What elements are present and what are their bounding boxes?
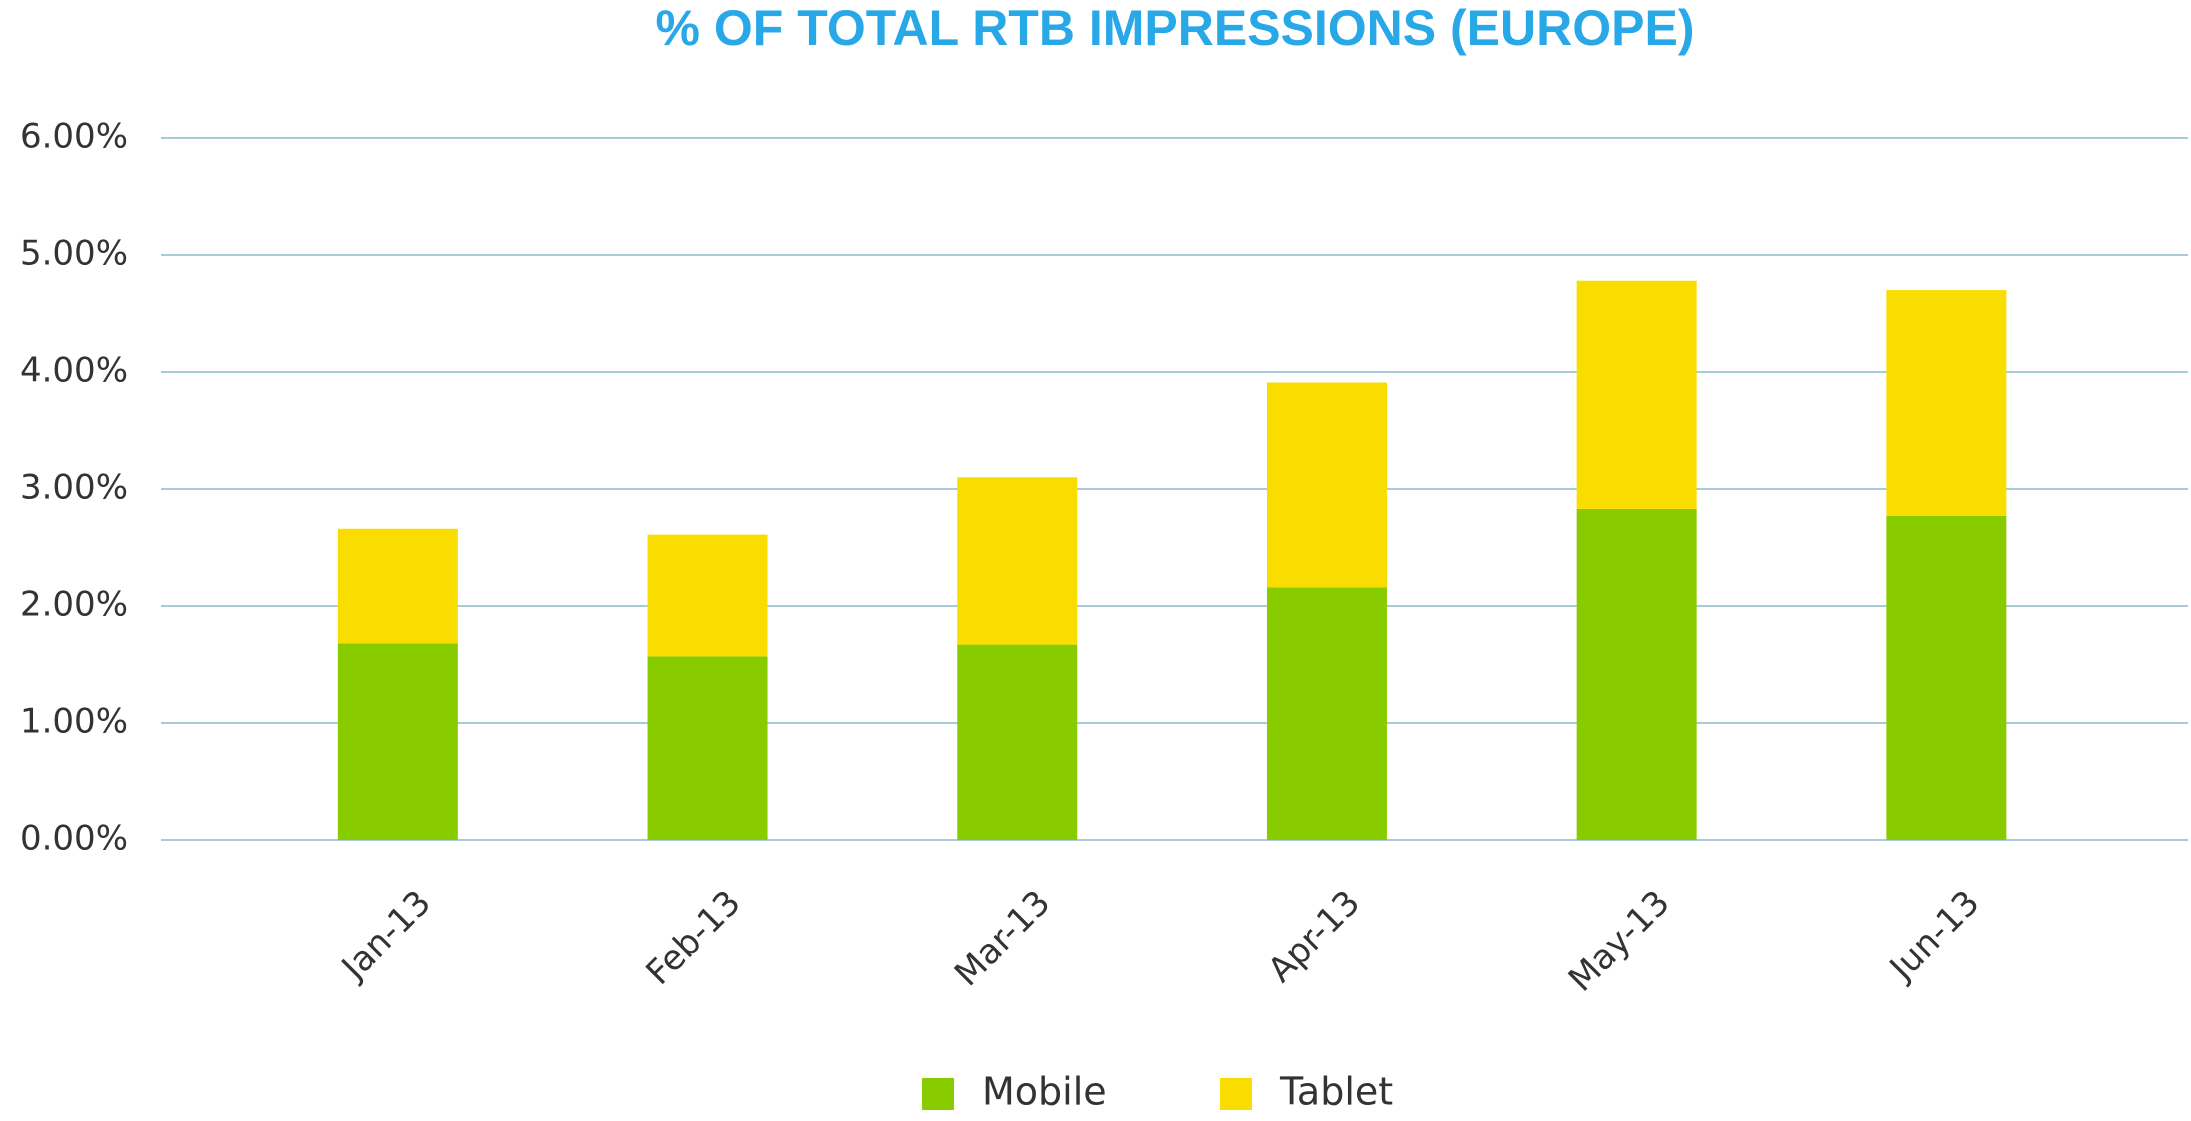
y-tick-label: 5.00% [20,234,128,274]
legend-swatch [922,1078,954,1110]
legend-label: Tablet [1279,1070,1393,1114]
bar-segment [1886,290,2007,516]
bar-segment [957,644,1078,840]
y-tick-label: 6.00% [20,117,128,157]
bar-segment [1576,508,1697,840]
x-tick-label: Jan-13 [333,883,439,989]
y-tick-label: 4.00% [20,351,128,391]
bar-segment [957,477,1078,645]
y-tick-label: 1.00% [20,702,128,742]
y-tick-label: 2.00% [20,585,128,625]
bar-segment [1576,280,1697,509]
x-tick-label: May-13 [1561,883,1678,1000]
bar-segment [647,656,768,840]
bar-segment [1266,587,1387,840]
bar-segment [1886,515,2007,840]
legend-swatch [1220,1078,1252,1110]
bar-segment [1266,382,1387,588]
x-tick-label: Jun-13 [1881,883,1988,990]
bar-segment [647,534,768,657]
bar-segment [337,528,458,644]
y-tick-label: 0.00% [20,819,128,859]
y-tick-label: 3.00% [20,468,128,508]
legend-label: Mobile [982,1070,1107,1114]
x-tick-label: Feb-13 [639,883,749,993]
x-tick-label: Mar-13 [947,883,1058,994]
x-tick-label: Apr-13 [1260,883,1368,991]
bar-segment [337,643,458,840]
chart-title: % OF TOTAL RTB IMPRESSIONS (EUROPE) [656,0,1695,56]
